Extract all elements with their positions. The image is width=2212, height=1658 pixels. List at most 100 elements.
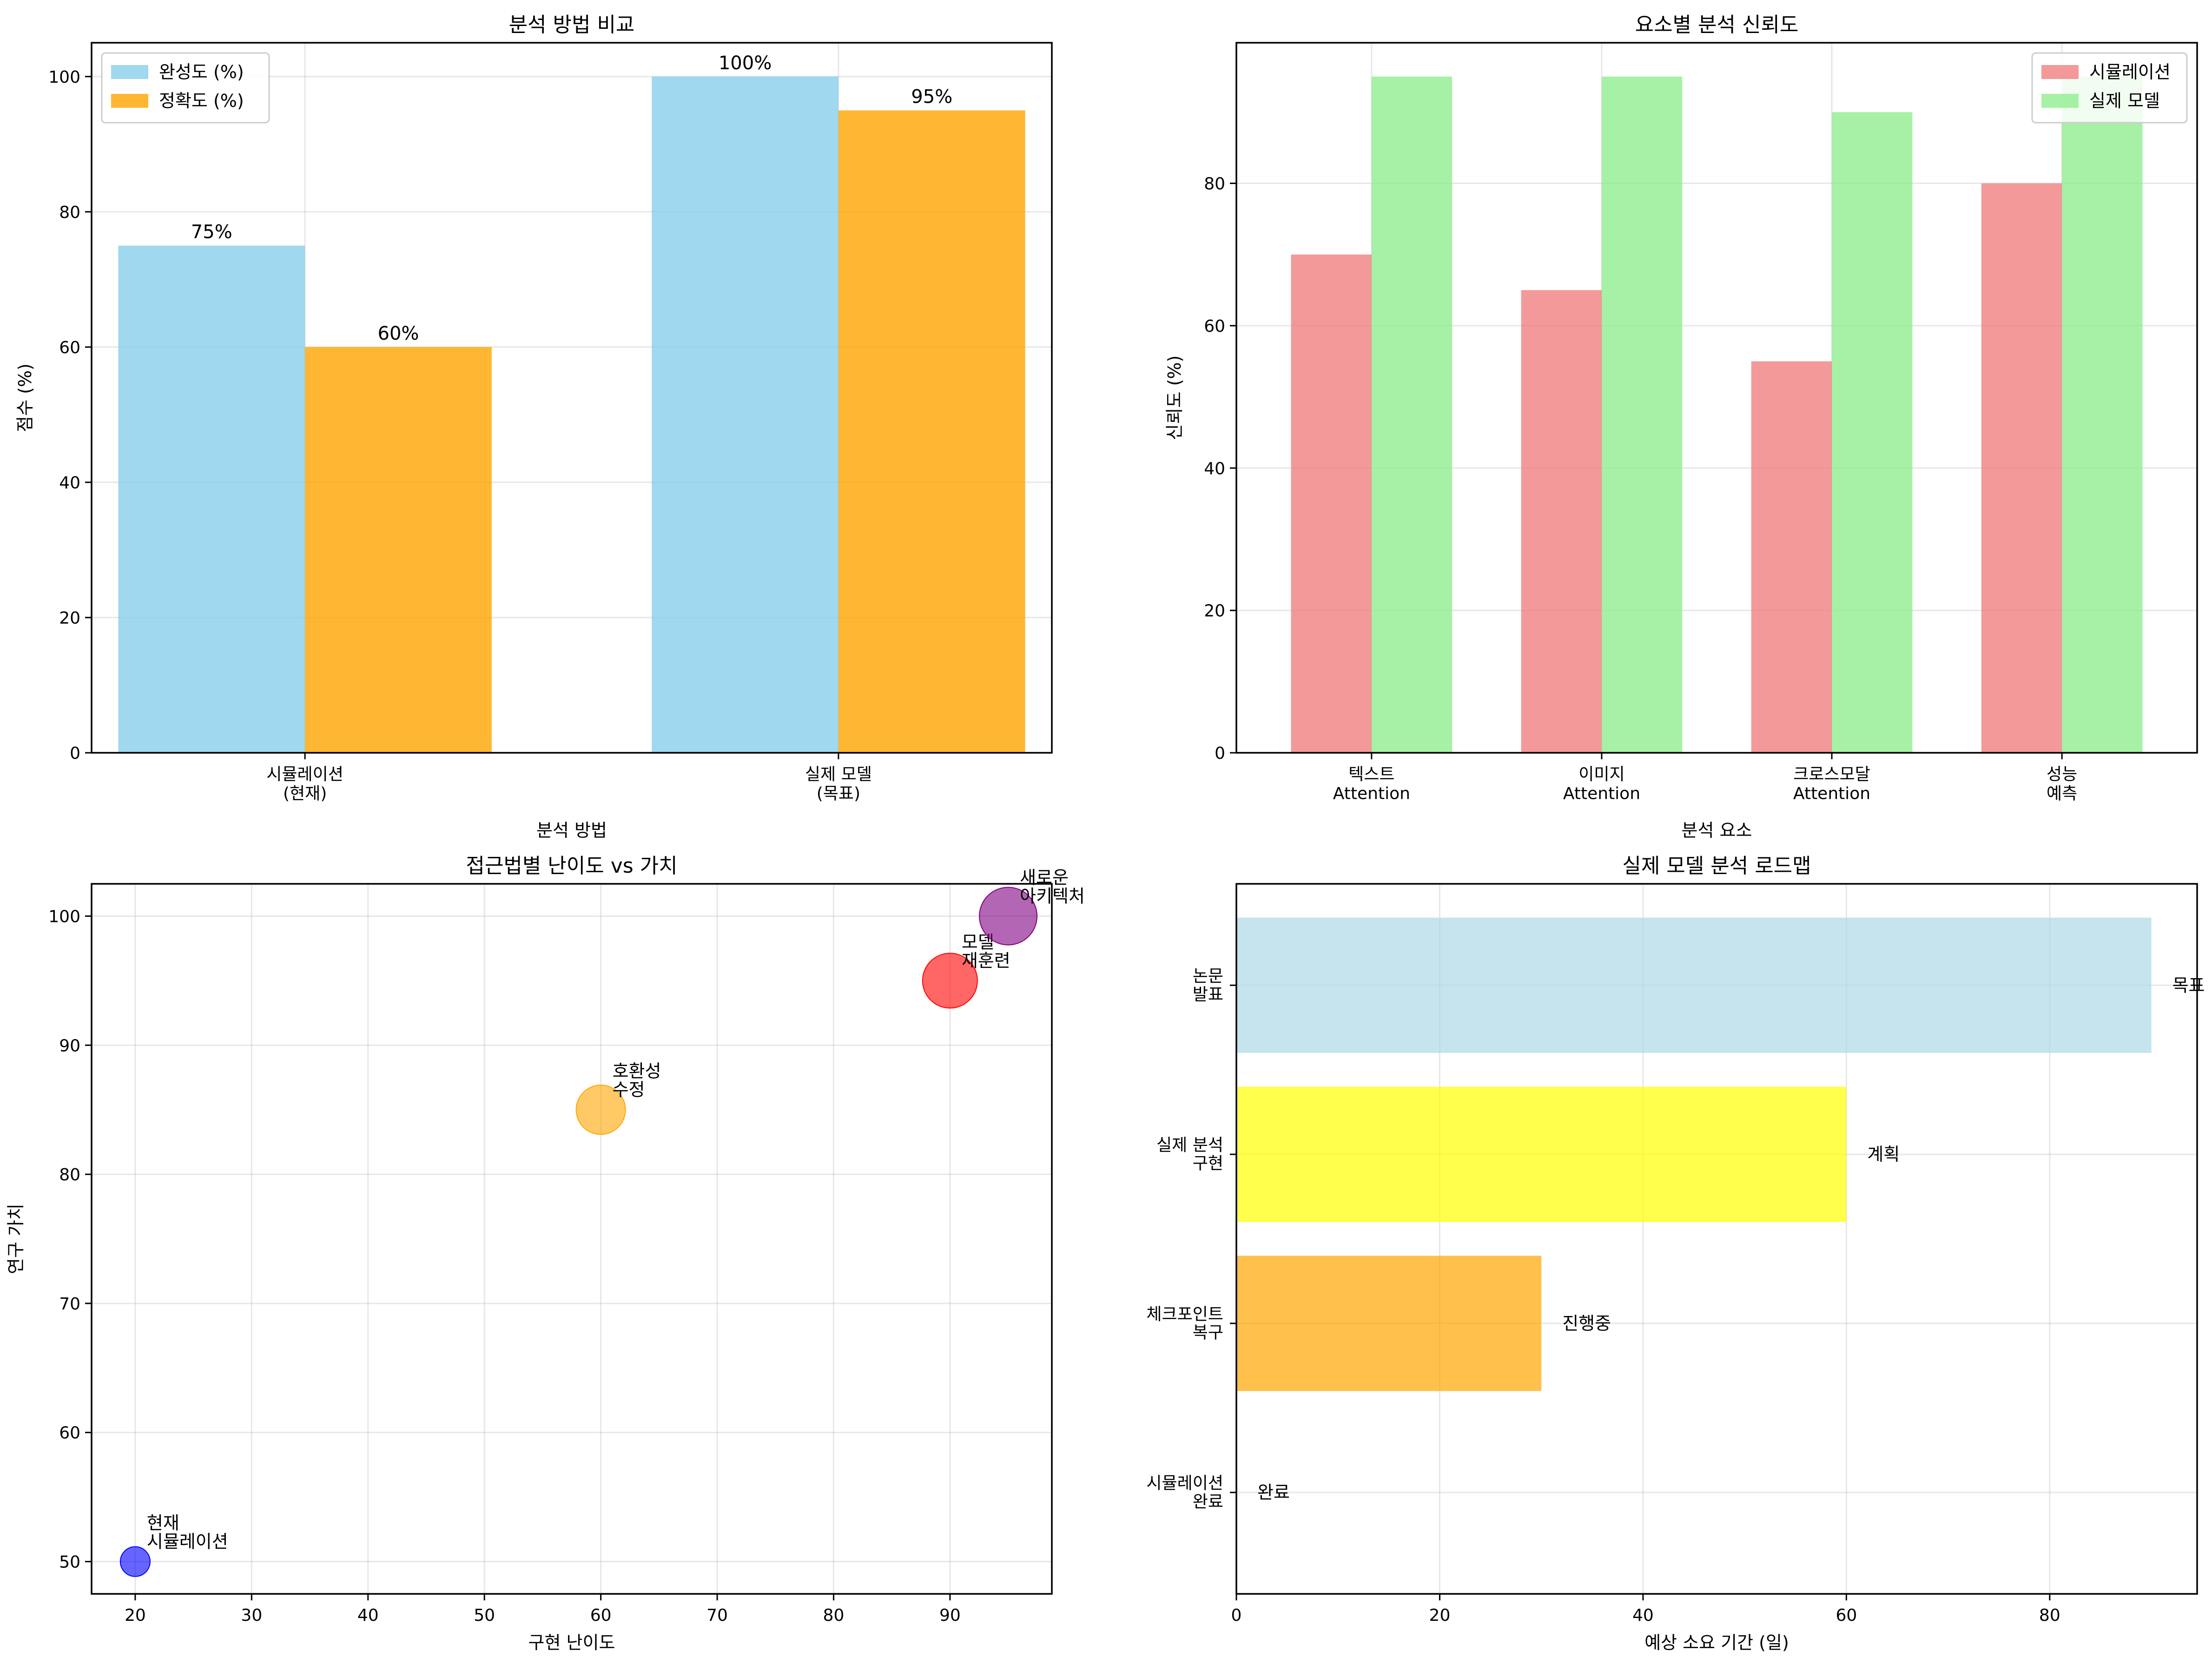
point-label: 모델 재훈련 — [962, 932, 1010, 971]
panel-roadmap: 0 20 40 60 80 시뮬레이션 완료 완료 체크포인트 복구 진행중 실제 분석 구현 계획 논문 발… — [1146, 854, 2205, 1653]
y-tick-label: 50 — [59, 1553, 80, 1572]
x-tick-label: 이미지 Attention — [1563, 765, 1640, 803]
plot-frame — [91, 42, 1053, 754]
y-axis-label: 점수 (%) — [15, 363, 35, 432]
x-tick-label: 80 — [2039, 1606, 2060, 1625]
y-tick-label: 20 — [59, 609, 80, 628]
y-tick-label: 70 — [59, 1295, 80, 1314]
y-tick-label: 0 — [1215, 744, 1225, 763]
bar — [305, 347, 492, 753]
x-tick-label: 40 — [357, 1606, 379, 1625]
y-tick-label: 논문 발표 — [1193, 967, 1223, 1004]
y-tick-label: 60 — [1204, 317, 1225, 336]
legend-label: 실제 모델 — [2089, 91, 2160, 111]
bar — [1371, 76, 1453, 753]
y-axis-label: 신뢰도 (%) — [1164, 355, 1185, 441]
bar — [2062, 76, 2143, 753]
y-tick-label: 100 — [48, 68, 80, 87]
scatter-point — [119, 1546, 151, 1577]
bar — [1236, 917, 2152, 1053]
y-tick-label: 90 — [59, 1036, 80, 1055]
legend-swatch — [2041, 94, 2079, 108]
y-tick-label: 60 — [59, 1424, 80, 1443]
x-tick-label: 시뮬레이션 (현재) — [266, 765, 343, 803]
y-tick-label: 0 — [70, 744, 80, 763]
y-tick-label: 80 — [59, 1165, 80, 1184]
x-tick-label: 20 — [1429, 1606, 1451, 1625]
chart-title: 요소별 분석 신뢰도 — [1635, 13, 1799, 37]
point-label: 현재 시뮬레이션 — [147, 1513, 228, 1552]
bar — [1751, 361, 1832, 753]
y-tick-label: 80 — [59, 203, 80, 222]
x-tick-label: 30 — [241, 1606, 262, 1625]
y-tick-label: 시뮬레이션 완료 — [1146, 1474, 1223, 1512]
x-tick-label: 90 — [939, 1606, 961, 1625]
chart-title: 접근법별 난이도 vs 가치 — [466, 854, 677, 878]
y-tick-label: 체크포인트 복구 — [1146, 1305, 1223, 1342]
status-label: 완료 — [1257, 1482, 1290, 1503]
x-axis-label: 분석 요소 — [1682, 820, 1752, 841]
status-label: 진행중 — [1562, 1313, 1611, 1334]
status-label: 계획 — [1867, 1144, 1900, 1165]
x-axis-label: 분석 방법 — [536, 820, 607, 841]
x-axis-label: 예상 소요 기간 (일) — [1644, 1632, 1789, 1653]
bar — [1601, 76, 1683, 753]
y-tick-label: 60 — [59, 338, 80, 357]
y-axis-label: 연구 가치 — [6, 1204, 26, 1274]
x-tick-label: 텍스트 Attention — [1333, 765, 1410, 803]
bar — [1236, 1086, 1847, 1222]
chart-title: 분석 방법 비교 — [509, 13, 635, 37]
x-tick-label: 60 — [1836, 1606, 1857, 1625]
bar — [1236, 1256, 1542, 1391]
bar — [1291, 254, 1372, 753]
data-label: 60% — [378, 323, 419, 344]
point-label: 호환성 수정 — [613, 1061, 661, 1100]
legend: 완성도 (%) 정확도 (%) — [101, 52, 270, 124]
legend-swatch — [111, 65, 148, 79]
data-label: 75% — [191, 222, 232, 243]
data-label: 95% — [911, 86, 952, 108]
legend-label: 완성도 (%) — [159, 62, 244, 82]
x-tick-label: 크로스모달 Attention — [1793, 765, 1870, 803]
scatter-point — [922, 953, 978, 1009]
y-tick-label: 40 — [59, 474, 80, 493]
x-tick-label: 성능 예측 — [2047, 765, 2077, 803]
y-tick-label: 80 — [1204, 175, 1225, 194]
status-label: 목표 — [2172, 975, 2205, 995]
bar — [838, 110, 1025, 753]
panel-difficulty-vs-value: 50 60 70 80 90 100 20 30 40 50 60 70 80 90 현재 시뮬레이션 호환성 수… — [6, 854, 1085, 1653]
bar — [118, 245, 305, 753]
bar — [652, 76, 839, 753]
legend-label: 정확도 (%) — [159, 91, 244, 111]
panel-analysis-method: 0 20 40 60 80 100 시뮬레이션 (현재) 실제 모델 (목표) 75% 100% 60%… — [15, 13, 1053, 841]
x-tick-label: 40 — [1632, 1606, 1654, 1625]
bar — [1981, 183, 2062, 753]
x-tick-label: 70 — [707, 1606, 728, 1625]
data-label: 100% — [719, 53, 772, 74]
scatter-point — [979, 887, 1038, 946]
chart-title: 실제 모델 분석 로드맵 — [1622, 854, 1811, 878]
plot-frame — [91, 883, 1053, 1595]
scatter-point — [575, 1085, 626, 1135]
plot-frame — [1235, 42, 2198, 754]
y-tick-label: 40 — [1204, 459, 1225, 478]
x-tick-label: 0 — [1231, 1606, 1242, 1625]
legend-swatch — [111, 94, 148, 108]
legend-swatch — [2041, 65, 2079, 79]
x-axis-label: 구현 난이도 — [528, 1632, 615, 1653]
bar — [1521, 290, 1602, 753]
x-tick-label: 50 — [474, 1606, 495, 1625]
y-tick-label: 100 — [48, 907, 80, 926]
bar — [1832, 112, 1913, 753]
y-tick-label: 20 — [1204, 602, 1225, 621]
x-tick-label: 80 — [823, 1606, 845, 1625]
x-tick-label: 실제 모델 (목표) — [805, 765, 872, 803]
panel-component-reliability: 0 20 40 60 80 텍스트 Attention 이미지 Attention 크로스모달 At… — [1164, 13, 2198, 841]
plot-frame — [1235, 883, 2198, 1595]
y-tick-label: 실제 분석 구현 — [1156, 1136, 1223, 1173]
legend-label: 시뮬레이션 — [2089, 62, 2171, 82]
x-tick-label: 20 — [125, 1606, 146, 1625]
x-tick-label: 60 — [590, 1606, 612, 1625]
